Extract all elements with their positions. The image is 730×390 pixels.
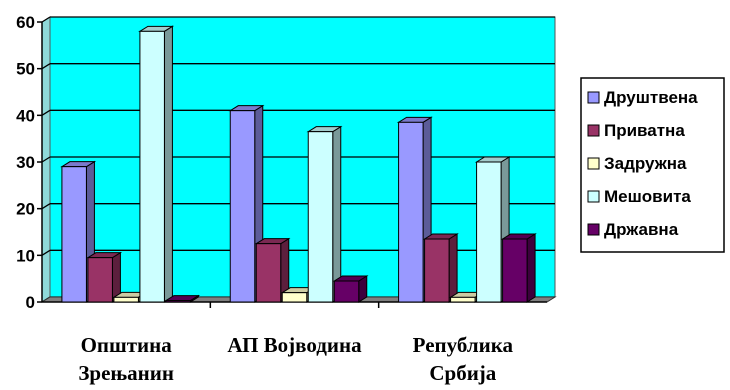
legend-box (580, 77, 725, 253)
legend-label: Државна (604, 220, 679, 239)
bar-side (163, 25, 173, 303)
bar (422, 233, 459, 303)
gridline-side (41, 249, 51, 256)
bar-front (87, 257, 113, 303)
legend-label: Приватна (604, 121, 685, 140)
bar (254, 237, 291, 303)
gridline-side (41, 63, 51, 70)
gridline-side (41, 16, 51, 23)
legend-swatch (587, 157, 600, 170)
bar (306, 125, 343, 303)
bar-front (476, 161, 502, 303)
legend-label: Мешовита (604, 187, 691, 206)
category-label: Општина Зрењанин (78, 333, 174, 385)
y-tick-label: 30 (16, 153, 35, 172)
bar-front (281, 292, 308, 303)
bar-front (450, 296, 476, 303)
bar-front (229, 110, 256, 303)
y-tick-label: 20 (16, 200, 35, 219)
legend-swatch (587, 190, 600, 203)
bar-front (255, 243, 282, 303)
bar-front (139, 30, 165, 303)
bar (332, 275, 369, 303)
bar (86, 251, 123, 303)
gridline-side (41, 203, 51, 210)
bar-front (61, 166, 87, 303)
bar (164, 294, 201, 303)
bar-side (448, 233, 458, 303)
legend-swatch (587, 91, 600, 104)
bar-front (113, 296, 139, 303)
legend-label: Задружна (604, 154, 687, 173)
category-label: АП Војводина (227, 333, 362, 357)
y-tick-label: 50 (16, 60, 35, 79)
bar-front (165, 300, 191, 303)
y-tick-label: 0 (26, 293, 35, 312)
category-label: Република Србија (413, 333, 514, 385)
y-tick-label: 60 (16, 13, 35, 32)
bar-front (307, 131, 334, 303)
bar (500, 233, 537, 303)
legend-label: Друштвена (604, 88, 698, 107)
legend-swatch (587, 124, 600, 137)
legend-swatch (587, 223, 600, 236)
bar-side (526, 233, 536, 303)
bar-front (398, 121, 424, 303)
y-tick-label: 40 (16, 106, 35, 125)
y-tick-label: 10 (16, 246, 35, 265)
bar-side (332, 125, 342, 303)
bar-front (333, 280, 360, 303)
bar-front (424, 238, 450, 303)
gridline-side (41, 156, 51, 163)
bar-front (502, 238, 528, 303)
gridline-side (41, 109, 51, 116)
bar (138, 25, 175, 303)
